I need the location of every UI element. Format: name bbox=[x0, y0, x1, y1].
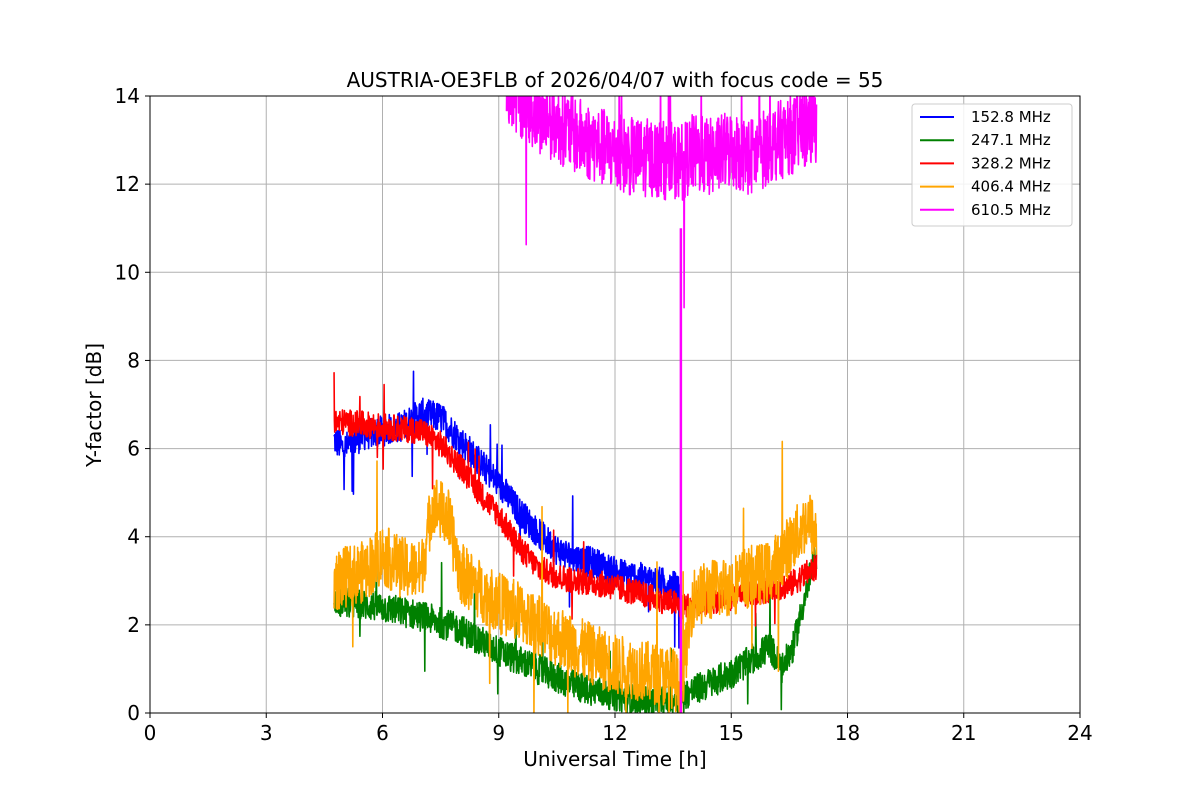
y-tick-label: 12 bbox=[115, 172, 140, 196]
y-tick-label: 10 bbox=[115, 260, 140, 284]
x-axis-ticks: 0 3 6 9 12 15 18 21 24 bbox=[144, 713, 1093, 745]
x-tick-label: 21 bbox=[951, 721, 976, 745]
legend-label-152-8-mhz: 152.8 MHz bbox=[971, 108, 1051, 126]
legend: 152.8 MHz 247.1 MHz 328.2 MHz 406.4 MHz 610.… bbox=[911, 103, 1073, 227]
y-tick-label: 6 bbox=[127, 437, 140, 461]
legend-label-406-4-mhz: 406.4 MHz bbox=[971, 178, 1051, 196]
y-tick-label: 0 bbox=[127, 701, 140, 725]
x-tick-label: 12 bbox=[602, 721, 627, 745]
series-line-406-4-mhz bbox=[333, 440, 818, 713]
x-axis-label: Universal Time [h] bbox=[523, 747, 706, 771]
series-line-247-1-mhz bbox=[333, 542, 818, 713]
x-tick-label: 24 bbox=[1067, 721, 1092, 745]
y-tick-label: 2 bbox=[127, 613, 140, 637]
y-axis-label: Y-factor [dB] bbox=[82, 343, 106, 468]
x-tick-label: 0 bbox=[144, 721, 157, 745]
y-tick-label: 14 bbox=[115, 84, 140, 108]
legend-label-328-2-mhz: 328.2 MHz bbox=[971, 154, 1051, 172]
x-tick-label: 18 bbox=[835, 721, 860, 745]
legend-label-247-1-mhz: 247.1 MHz bbox=[971, 131, 1051, 149]
legend-box bbox=[911, 103, 1073, 227]
x-tick-label: 3 bbox=[260, 721, 273, 745]
x-tick-label: 6 bbox=[376, 721, 389, 745]
y-tick-label: 8 bbox=[127, 348, 140, 372]
y-tick-label: 4 bbox=[127, 525, 140, 549]
series-layer bbox=[333, 96, 818, 713]
series-line-610-5-mhz bbox=[505, 96, 818, 309]
x-tick-label: 9 bbox=[492, 721, 505, 745]
chart-title: AUSTRIA-OE3FLB of 2026/04/07 with focus … bbox=[347, 68, 884, 92]
y-axis-ticks: 0 2 4 6 8 10 12 14 bbox=[115, 84, 150, 725]
x-tick-label: 15 bbox=[719, 721, 744, 745]
legend-label-610-5-mhz: 610.5 MHz bbox=[971, 201, 1051, 219]
